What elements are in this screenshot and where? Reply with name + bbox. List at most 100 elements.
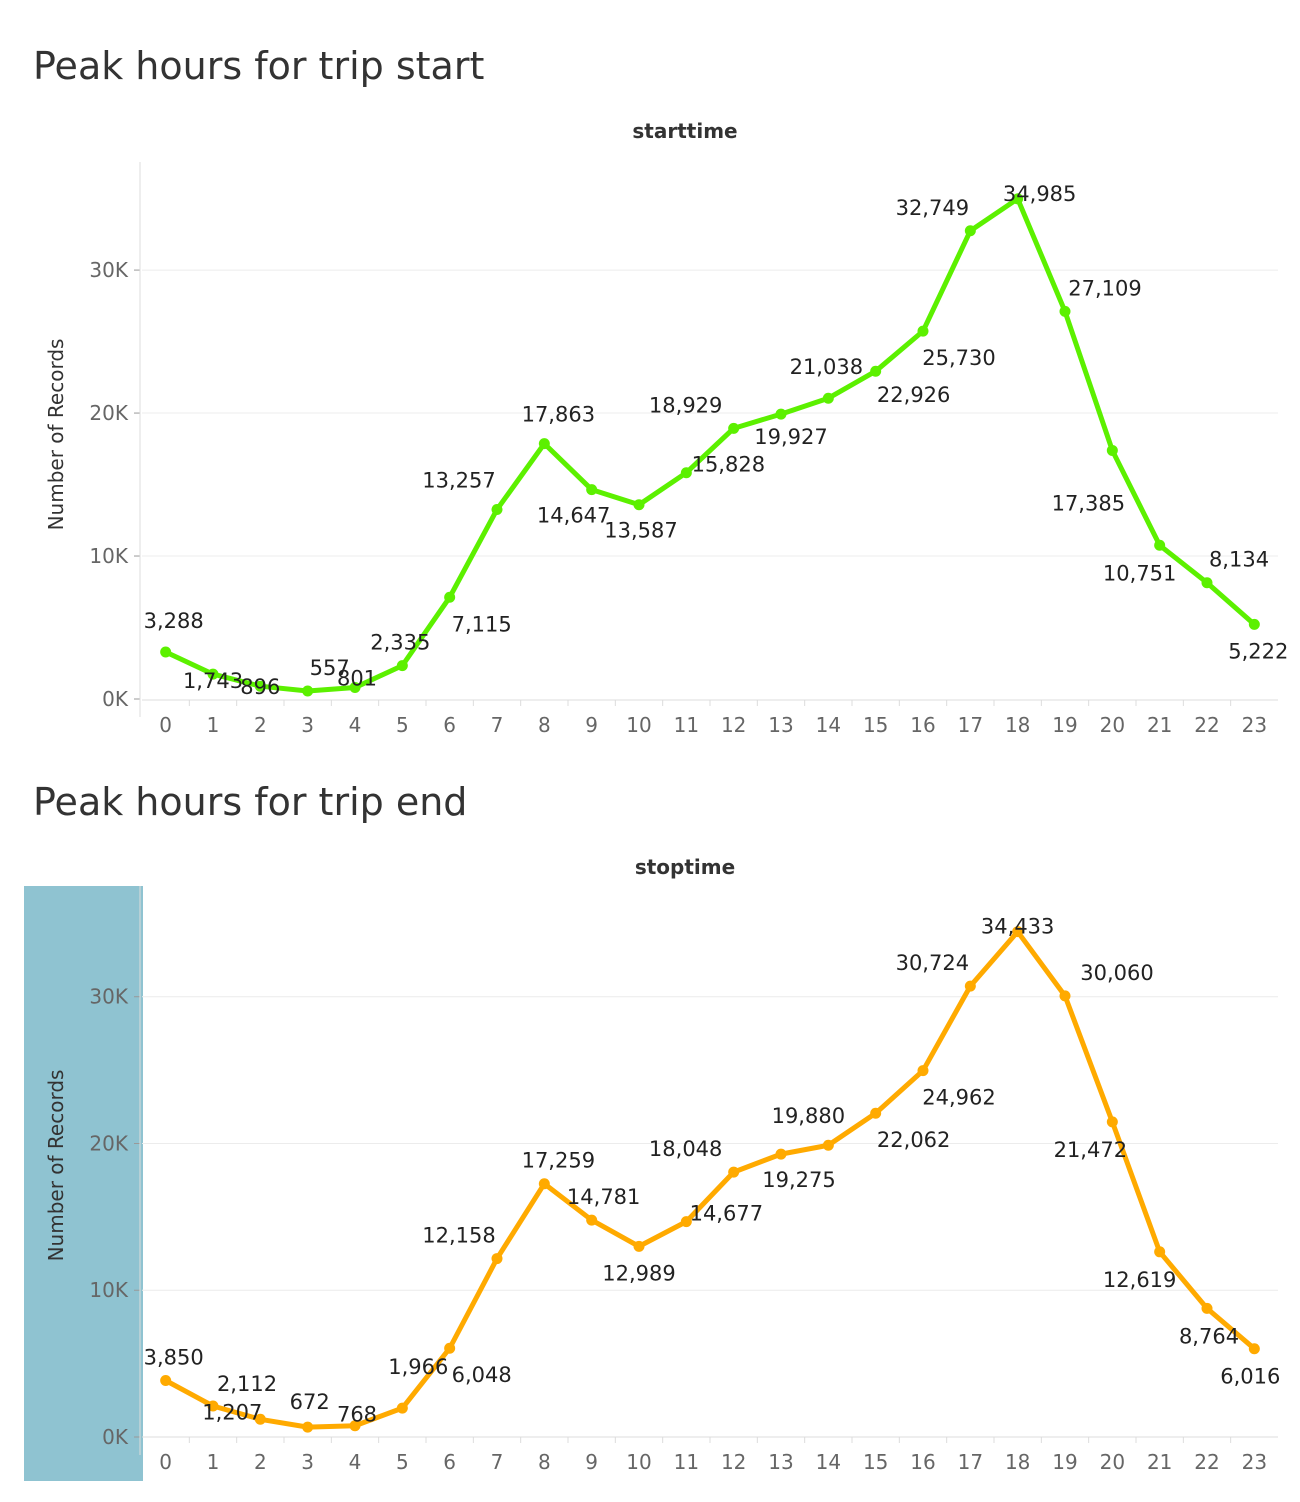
x-tick-label: 2 — [254, 1450, 267, 1474]
data-point — [1059, 305, 1071, 317]
data-label: 21,472 — [1054, 1138, 1127, 1162]
x-tick-label: 10 — [626, 713, 651, 737]
data-label: 32,749 — [896, 196, 969, 220]
data-point — [680, 1216, 692, 1228]
x-tick-label: 12 — [721, 1450, 746, 1474]
y-tick-label: 10K — [89, 544, 128, 568]
data-label: 19,880 — [772, 1104, 845, 1128]
x-tick-label: 20 — [1100, 1450, 1125, 1474]
data-point — [728, 1166, 740, 1178]
x-tick-label: 22 — [1194, 1450, 1219, 1474]
x-tick-label: 8 — [538, 713, 551, 737]
series-line — [163, 929, 1257, 1430]
data-point — [586, 484, 598, 496]
data-label: 18,929 — [649, 393, 722, 417]
x-tick-label: 11 — [674, 1450, 699, 1474]
data-label: 30,060 — [1080, 961, 1153, 985]
data-point — [444, 1342, 456, 1354]
data-label: 12,989 — [602, 1261, 675, 1285]
x-tick-label: 5 — [396, 713, 409, 737]
x-tick-label: 14 — [816, 713, 841, 737]
data-label: 18,048 — [649, 1137, 722, 1161]
data-label: 14,647 — [537, 504, 610, 528]
data-label: 13,257 — [422, 468, 495, 492]
data-point — [491, 1253, 503, 1265]
y-tick-label: 0K — [102, 1425, 129, 1449]
x-tick-label: 17 — [958, 1450, 983, 1474]
y-tick-label: 20K — [89, 1131, 128, 1155]
data-point — [775, 1148, 787, 1160]
x-tick-label: 17 — [958, 713, 983, 737]
chart-title-start: Peak hours for trip start — [33, 44, 485, 88]
data-label: 34,985 — [1003, 182, 1076, 206]
data-label: 14,677 — [690, 1202, 763, 1226]
data-point — [1201, 1302, 1213, 1314]
data-label: 2,335 — [370, 631, 430, 655]
series-line — [163, 196, 1257, 694]
x-tick-label: 19 — [1052, 713, 1077, 737]
data-point — [1106, 444, 1118, 456]
x-tick-label: 0 — [159, 713, 172, 737]
data-point — [1106, 1116, 1118, 1128]
x-tick-label: 9 — [585, 1450, 598, 1474]
data-label: 672 — [290, 1390, 330, 1414]
data-label: 1,207 — [202, 1400, 262, 1424]
x-tick-label: 8 — [538, 1450, 551, 1474]
data-point — [538, 438, 550, 450]
x-tick-label: 6 — [443, 713, 456, 737]
data-label: 5,222 — [1228, 639, 1288, 663]
x-tick-label: 19 — [1052, 1450, 1077, 1474]
data-point — [349, 682, 361, 694]
data-point — [822, 392, 834, 404]
y-tick-label: 20K — [89, 401, 128, 425]
x-tick-label: 3 — [301, 713, 314, 737]
data-label: 14,781 — [567, 1185, 640, 1209]
data-label: 8,764 — [1179, 1324, 1239, 1348]
data-point — [1248, 618, 1260, 630]
x-tick-label: 2 — [254, 713, 267, 737]
data-label: 12,158 — [422, 1224, 495, 1248]
data-point — [822, 1139, 834, 1151]
x-tick-label: 6 — [443, 1450, 456, 1474]
data-point — [870, 1107, 882, 1119]
data-point — [586, 1214, 598, 1226]
x-tick-label: 15 — [863, 713, 888, 737]
data-point — [1012, 193, 1024, 205]
data-label: 3,288 — [144, 609, 204, 633]
data-label: 17,863 — [522, 403, 595, 427]
data-label: 7,115 — [452, 612, 512, 636]
data-label: 13,587 — [604, 519, 677, 543]
data-label: 896 — [240, 675, 280, 699]
data-point — [254, 680, 266, 692]
x-tick-label: 22 — [1194, 713, 1219, 737]
x-tick-label: 3 — [301, 1450, 314, 1474]
x-tick-label: 11 — [674, 713, 699, 737]
data-label: 3,850 — [144, 1345, 204, 1369]
data-label: 25,730 — [922, 346, 995, 370]
x-tick-label: 13 — [768, 1450, 793, 1474]
data-label: 10,751 — [1103, 561, 1176, 585]
data-point — [917, 1065, 929, 1077]
y-tick-label: 30K — [89, 985, 128, 1009]
data-label: 21,038 — [790, 355, 863, 379]
x-tick-label: 23 — [1242, 1450, 1267, 1474]
data-label: 24,962 — [922, 1086, 995, 1110]
x-tick-label: 21 — [1147, 713, 1172, 737]
x-tick-label: 14 — [816, 1450, 841, 1474]
data-point — [302, 685, 314, 697]
data-label: 801 — [337, 667, 377, 691]
data-point — [775, 408, 787, 420]
data-label: 2,112 — [217, 1372, 277, 1396]
x-tick-label: 10 — [626, 1450, 651, 1474]
data-point — [396, 660, 408, 672]
data-point — [964, 980, 976, 992]
data-point — [491, 503, 503, 515]
x-tick-label: 18 — [1005, 1450, 1030, 1474]
x-tick-label: 13 — [768, 713, 793, 737]
data-label: 1,743 — [183, 669, 243, 693]
data-label: 19,275 — [762, 1168, 835, 1192]
x-tick-label: 15 — [863, 1450, 888, 1474]
x-tick-label: 4 — [349, 1450, 362, 1474]
